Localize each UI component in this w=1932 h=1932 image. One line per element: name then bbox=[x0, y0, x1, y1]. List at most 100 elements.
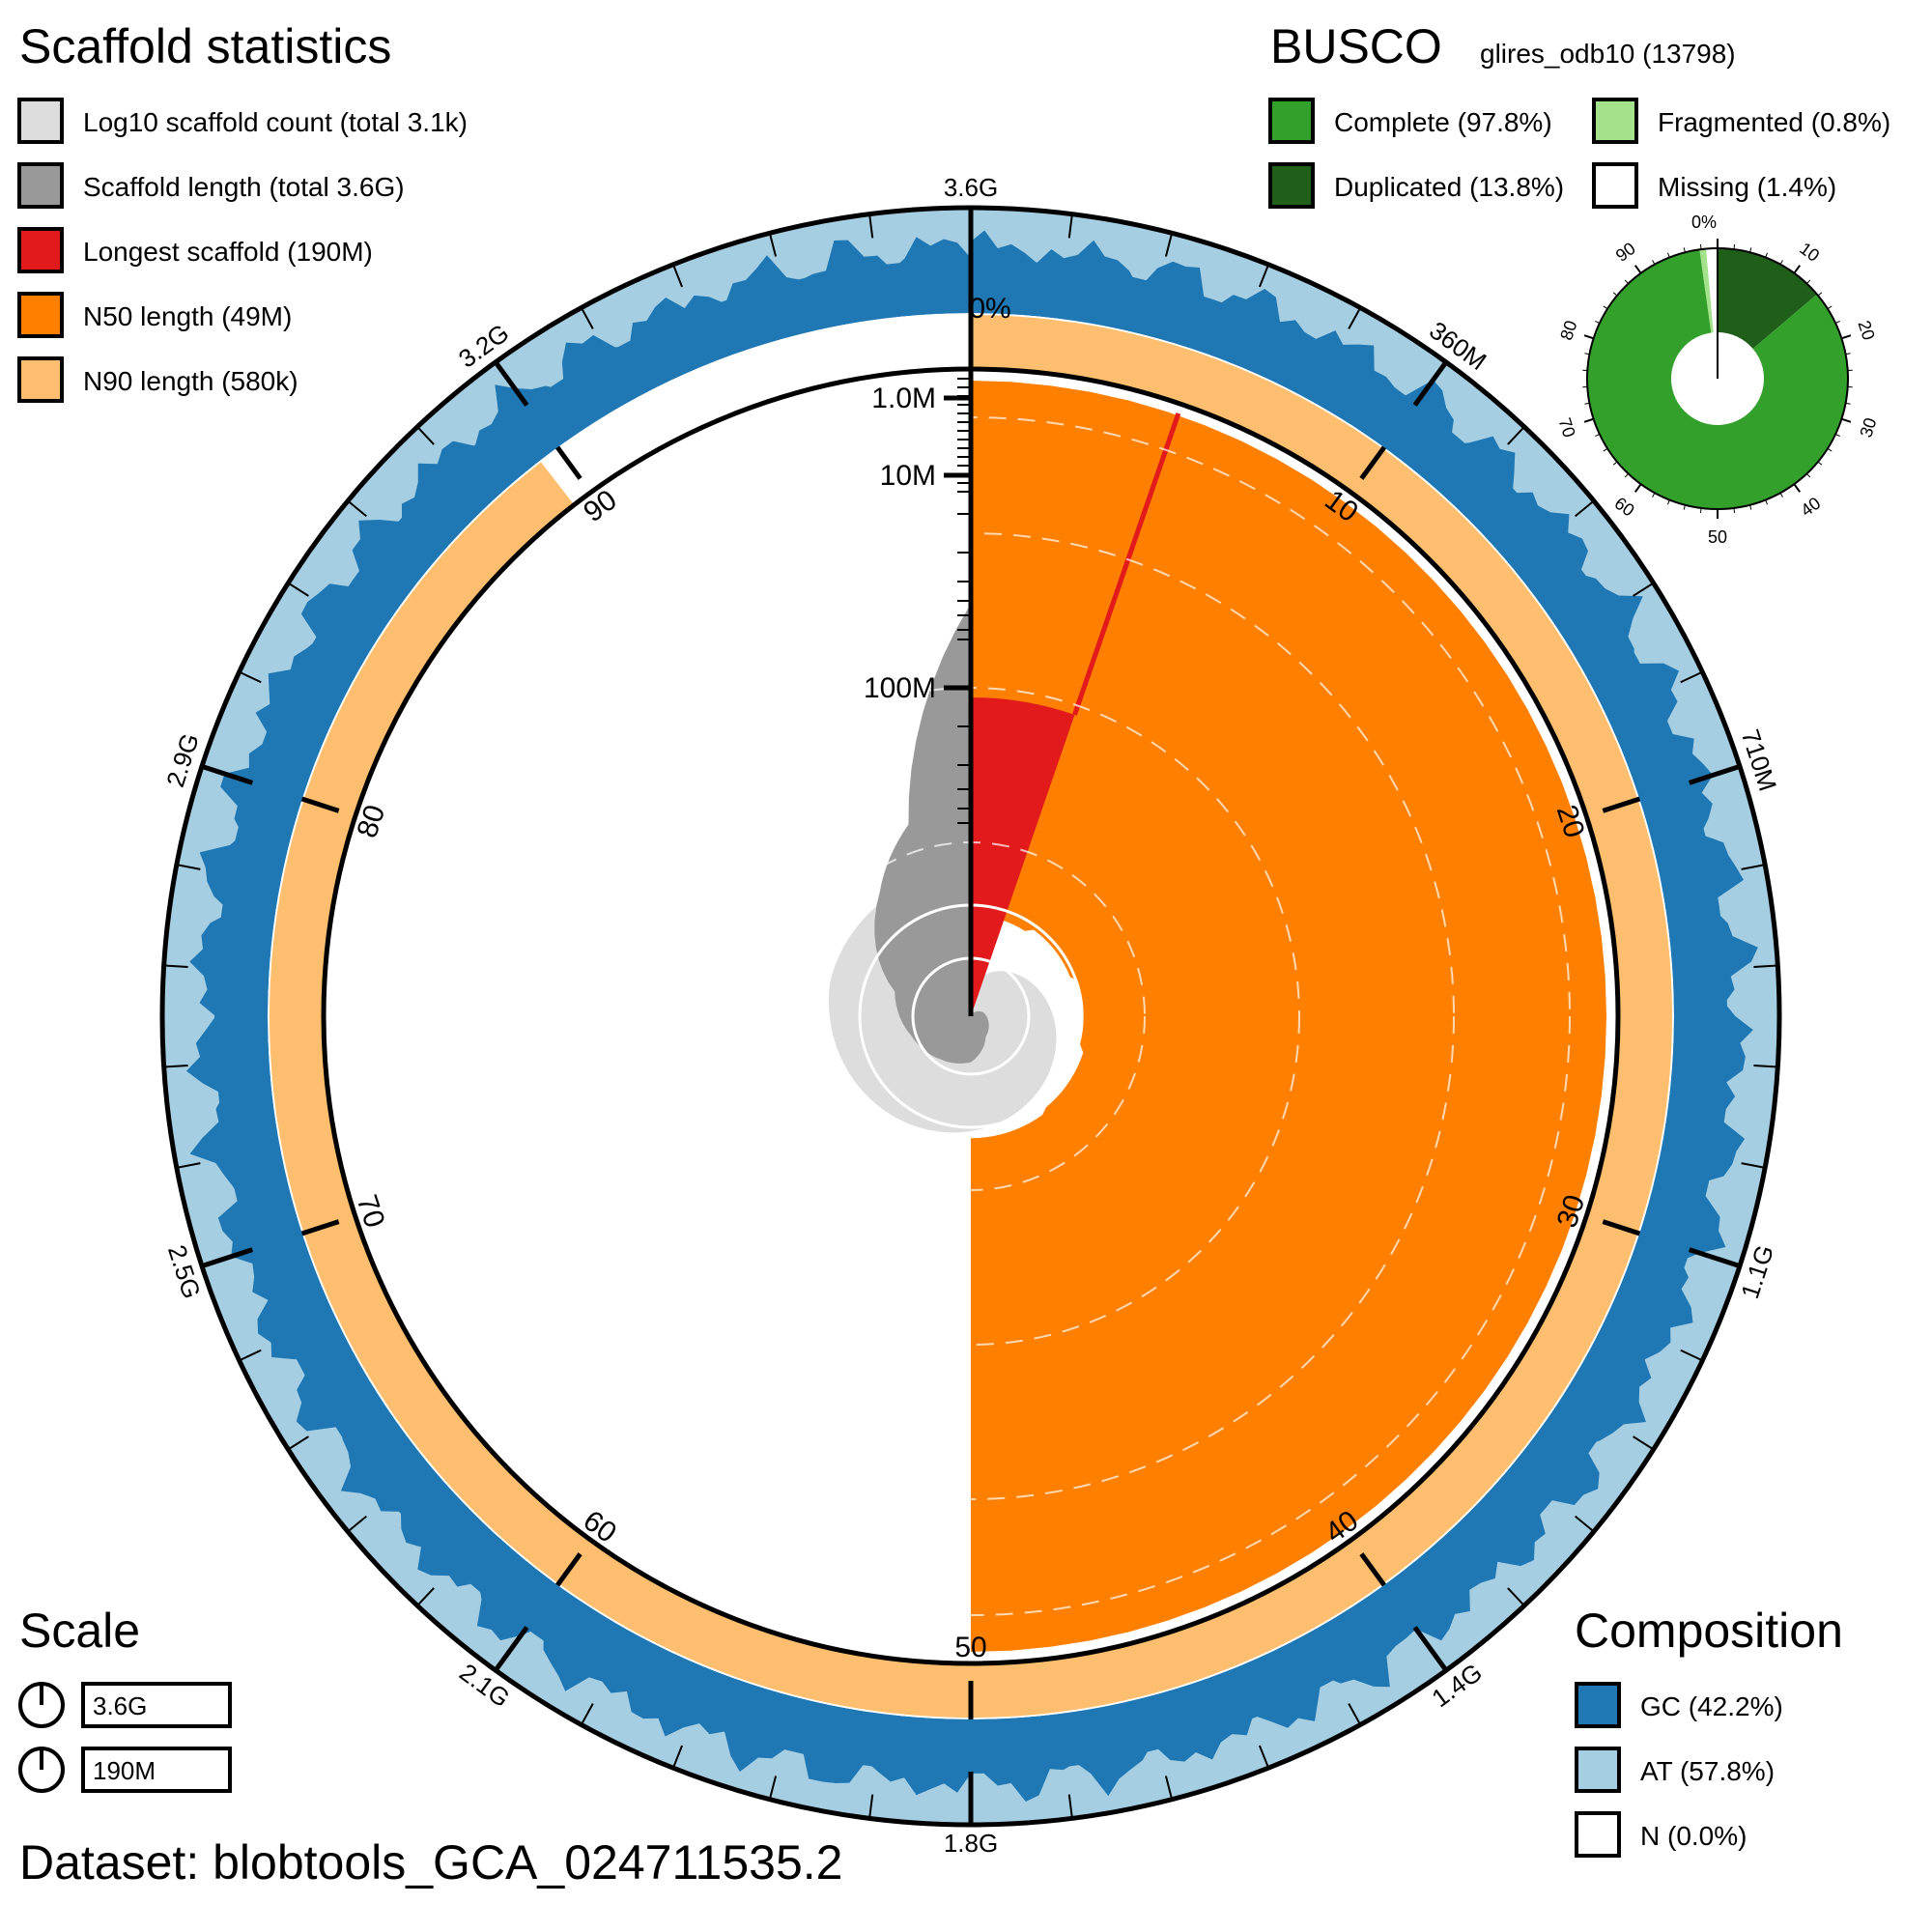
busco-tick bbox=[1699, 244, 1702, 250]
busco-tick bbox=[1841, 334, 1852, 340]
percent-tick bbox=[1602, 796, 1641, 813]
busco-tick bbox=[1603, 447, 1608, 452]
busco-tick bbox=[1817, 292, 1823, 297]
length-tick-minor bbox=[416, 426, 435, 445]
scaffold-stats-title: Scaffold statistics bbox=[19, 19, 391, 73]
busco-tick bbox=[1845, 353, 1851, 355]
busco-tick bbox=[1583, 334, 1594, 340]
radial-tick-label: 100M bbox=[864, 672, 936, 704]
busco-tick-label: 10 bbox=[1796, 239, 1823, 266]
busco-tick bbox=[1584, 353, 1590, 355]
legend-label-scaffold-length: Scaffold length (total 3.6G) bbox=[83, 172, 405, 202]
busco-legend: Complete (97.8%) Fragmented (0.8%) Duplica… bbox=[1268, 98, 1890, 209]
percent-tick bbox=[1602, 1219, 1641, 1236]
percent-tick bbox=[555, 445, 582, 480]
length-tick-major bbox=[1688, 1247, 1741, 1269]
busco-tick bbox=[1817, 461, 1823, 466]
busco-tick-label: 0% bbox=[1691, 213, 1717, 232]
busco-tick bbox=[1595, 320, 1601, 324]
busco-tick bbox=[1793, 265, 1802, 274]
busco-tick bbox=[1666, 499, 1670, 505]
length-tick-minor bbox=[868, 1794, 874, 1819]
busco-tick bbox=[1583, 417, 1594, 423]
legend-label-busco-complete: Complete (97.8%) bbox=[1334, 107, 1552, 137]
length-tick-minor bbox=[1680, 670, 1703, 684]
length-tick-minor bbox=[163, 1064, 188, 1068]
busco-missing-slice bbox=[1706, 248, 1718, 333]
length-tick-minor bbox=[1507, 426, 1525, 445]
scale-legend: 3.6G 190M bbox=[18, 1682, 232, 1793]
busco-tick bbox=[1652, 493, 1656, 497]
snail-chart: 1.0M10M100M0%1020304050607080903.6G360M7… bbox=[159, 173, 1782, 1858]
busco-tick-label: 40 bbox=[1797, 494, 1824, 521]
busco-title: BUSCO bbox=[1270, 19, 1442, 73]
busco-tick bbox=[1779, 260, 1783, 265]
length-tick-minor bbox=[671, 1745, 684, 1769]
length-tick-minor bbox=[1633, 1435, 1655, 1451]
length-tick-minor bbox=[1741, 1162, 1766, 1169]
length-tick-minor bbox=[347, 499, 367, 518]
radial-tick-label: 10M bbox=[880, 460, 936, 492]
length-tick-minor bbox=[1575, 1515, 1595, 1533]
length-tick-major bbox=[201, 763, 254, 785]
busco-tick bbox=[1612, 292, 1618, 297]
scale-box bbox=[81, 1747, 232, 1793]
length-tick-minor bbox=[580, 307, 594, 329]
dataset-label: Dataset: blobtools_GCA_024711535.2 bbox=[19, 1835, 842, 1889]
length-tick-minor bbox=[176, 1162, 201, 1169]
busco-duplicated-slice bbox=[1718, 248, 1817, 349]
busco-tick bbox=[1634, 265, 1642, 274]
composition-legend: GC (42.2%) AT (57.8%) N (0.0%) bbox=[1575, 1682, 1783, 1858]
busco-tick bbox=[1683, 504, 1686, 510]
legend-swatch-n90 bbox=[17, 356, 64, 403]
busco-tick bbox=[1793, 483, 1802, 493]
length-tick-major bbox=[494, 1626, 529, 1672]
percent-zero-label: 0% bbox=[969, 293, 1010, 325]
legend-swatch-n50 bbox=[17, 292, 64, 338]
length-tick-minor bbox=[287, 582, 309, 597]
scale-label: 3.6G bbox=[93, 1691, 147, 1720]
length-tick-minor bbox=[1164, 233, 1174, 257]
length-tick-minor bbox=[416, 1587, 435, 1606]
legend-label-at: AT (57.8%) bbox=[1640, 1756, 1775, 1786]
busco-tick bbox=[1749, 504, 1752, 510]
length-tick-major bbox=[494, 360, 529, 407]
n50-area bbox=[971, 381, 1606, 1652]
length-tick-minor bbox=[671, 264, 684, 288]
length-tick-minor bbox=[768, 233, 778, 257]
length-tick-minor bbox=[768, 1776, 778, 1800]
legend-swatch-gc bbox=[1575, 1682, 1621, 1728]
busco-tick bbox=[1806, 279, 1811, 284]
length-tick-minor bbox=[868, 213, 874, 239]
length-tick-major bbox=[1688, 763, 1741, 785]
busco-tick bbox=[1827, 305, 1833, 310]
busco-lineage: glires_odb10 (13798) bbox=[1480, 39, 1736, 69]
busco-tick bbox=[1806, 473, 1811, 478]
length-tick-minor bbox=[1753, 1064, 1778, 1068]
busco-tick bbox=[1834, 434, 1840, 438]
busco-tick bbox=[1733, 244, 1736, 250]
legend-label-busco-missing: Missing (1.4%) bbox=[1658, 172, 1836, 202]
busco-tick bbox=[1634, 483, 1642, 493]
length-tick-minor bbox=[1258, 264, 1270, 288]
busco-tick bbox=[1733, 507, 1736, 513]
percent-tick bbox=[1359, 445, 1386, 480]
busco-tick bbox=[1595, 434, 1601, 438]
busco-tick-label: 70 bbox=[1554, 415, 1578, 440]
length-tick-minor bbox=[1348, 307, 1362, 329]
length-tick-minor bbox=[1348, 1703, 1362, 1725]
busco-tick-label: 20 bbox=[1854, 318, 1878, 342]
legend-swatch-log10-count bbox=[17, 98, 64, 144]
busco-tick bbox=[1834, 320, 1840, 324]
legend-swatch-busco-missing bbox=[1592, 162, 1638, 209]
length-tick-minor bbox=[176, 864, 201, 870]
busco-tick bbox=[1624, 473, 1629, 478]
length-tick-minor bbox=[1067, 1794, 1073, 1819]
composition-title: Composition bbox=[1575, 1604, 1843, 1658]
busco-tick bbox=[1827, 447, 1833, 452]
legends: Scaffold statistics Log10 scaffold count… bbox=[17, 19, 1890, 1889]
busco-tick bbox=[1779, 493, 1783, 497]
length-tick-minor bbox=[1680, 1349, 1703, 1362]
legend-label-busco-duplicated: Duplicated (13.8%) bbox=[1334, 172, 1564, 202]
